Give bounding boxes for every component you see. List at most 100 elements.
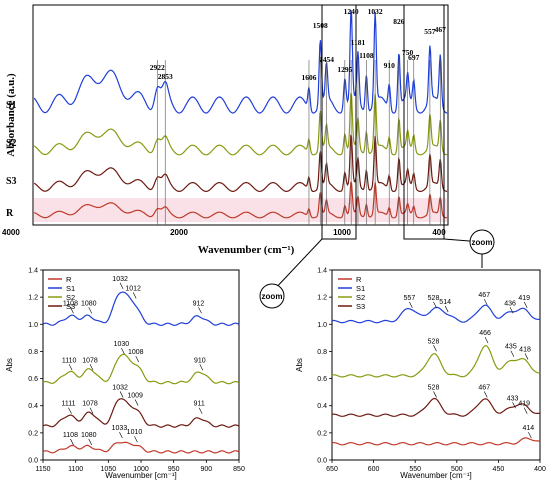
bl-annotation-arrow bbox=[89, 407, 94, 414]
bl-annotation-arrow bbox=[119, 282, 124, 289]
bl-annotation-arrow bbox=[70, 307, 74, 314]
br-annotation-466: 466 bbox=[479, 330, 491, 337]
bl-x-tick-1050: 1050 bbox=[101, 466, 117, 473]
br-annotation-435: 435 bbox=[505, 344, 517, 351]
bl-annotation-1032: 1032 bbox=[112, 384, 128, 391]
bl-series-r bbox=[42, 441, 240, 454]
top-spectra bbox=[33, 10, 448, 219]
br-series-s2 bbox=[331, 345, 541, 378]
br-annotation-528: 528 bbox=[428, 338, 440, 345]
bl-spectra bbox=[42, 291, 240, 454]
br-x-tick-600: 600 bbox=[368, 466, 380, 473]
bl-annotation-arrow bbox=[198, 307, 202, 314]
zoom-badge-left bbox=[259, 283, 285, 309]
bl-annotation-arrow bbox=[135, 356, 140, 363]
br-y-tick-0.0: 0.0 bbox=[317, 458, 327, 465]
bl-legend-label-s3: S3 bbox=[66, 302, 75, 311]
top-x-tick-400: 400 bbox=[432, 228, 446, 237]
top-x-tick-2000: 2000 bbox=[170, 228, 188, 237]
br-annotation-514: 514 bbox=[439, 299, 451, 306]
br-y-tick-1.0: 1.0 bbox=[317, 322, 327, 329]
zoom-badge-right-label: zoom bbox=[472, 238, 493, 247]
bl-y-tick-0.0: 0.0 bbox=[28, 458, 38, 465]
peak-label-1240: 1240 bbox=[344, 7, 359, 16]
bl-x-tick-850: 850 bbox=[233, 466, 245, 473]
bl-annotation-1009: 1009 bbox=[127, 393, 143, 400]
peak-label-826: 826 bbox=[393, 17, 405, 26]
bl-y-axis-label: Abs bbox=[5, 358, 14, 372]
br-x-tick-500: 500 bbox=[451, 466, 463, 473]
br-annotation-419: 419 bbox=[518, 401, 530, 408]
top-x-tick-4000: 4000 bbox=[2, 228, 20, 237]
top-plot-frame bbox=[32, 4, 449, 226]
bl-annotation-910: 910 bbox=[194, 357, 206, 364]
top-baseline-shade bbox=[34, 198, 447, 222]
bl-annotation-arrow bbox=[88, 438, 93, 446]
bl-annotation-1080: 1080 bbox=[81, 300, 97, 307]
bl-annotation-911: 911 bbox=[194, 401, 205, 408]
bl-y-ticks: 0.0 0.2 0.4 0.6 0.8 1.0 1.2 1.4 bbox=[28, 268, 43, 465]
br-y-tick-0.4: 0.4 bbox=[317, 403, 327, 410]
top-series-s3 bbox=[33, 134, 448, 193]
bl-annotation-1078: 1078 bbox=[82, 357, 98, 364]
bl-annotation-arrow bbox=[199, 364, 204, 371]
br-annotation-arrow bbox=[444, 305, 449, 313]
top-series-s1 bbox=[33, 10, 448, 114]
bl-annotation-1033: 1033 bbox=[112, 425, 128, 432]
br-annotation-467: 467 bbox=[478, 292, 490, 299]
br-legend-label-s1: S1 bbox=[356, 284, 365, 293]
br-annotation-467: 467 bbox=[478, 384, 490, 391]
bl-annotation-arrow bbox=[70, 438, 74, 446]
bl-x-ticks: 1150 1100 1050 1000 950 900 850 bbox=[35, 460, 245, 473]
br-y-tick-0.8: 0.8 bbox=[317, 349, 327, 356]
br-x-axis-label: Wavenumber [cm⁻¹] bbox=[400, 471, 472, 480]
series-label-s2: S2 bbox=[6, 138, 17, 149]
peak-label-557: 557 bbox=[424, 27, 436, 36]
br-annotation-arrow bbox=[509, 307, 514, 314]
br-annotation-arrow bbox=[433, 345, 437, 352]
br-y-tick-0.2: 0.2 bbox=[317, 430, 327, 437]
bl-annotation-arrow bbox=[119, 391, 124, 398]
br-annotation-528: 528 bbox=[428, 295, 440, 302]
bl-y-tick-0.2: 0.2 bbox=[28, 430, 38, 437]
series-label-r: R bbox=[6, 208, 14, 219]
bl-annotation-arrow bbox=[121, 347, 125, 355]
br-annotation-arrow bbox=[433, 301, 437, 308]
br-annotation-528: 528 bbox=[428, 384, 440, 391]
bl-annotation-1032: 1032 bbox=[112, 276, 128, 283]
br-x-ticks: 650 600 550 500 450 400 bbox=[326, 460, 546, 473]
bl-annotation-arrow bbox=[119, 432, 123, 439]
br-series-s3 bbox=[331, 397, 541, 417]
bl-y-tick-1.2: 1.2 bbox=[28, 295, 38, 302]
bl-y-tick-0.4: 0.4 bbox=[28, 403, 38, 410]
bl-x-tick-1000: 1000 bbox=[133, 466, 149, 473]
br-y-tick-1.2: 1.2 bbox=[317, 295, 327, 302]
bl-legend-label-s1: S1 bbox=[66, 284, 75, 293]
bl-annotation-arrow bbox=[88, 307, 93, 314]
br-annotation-436: 436 bbox=[504, 300, 516, 307]
peak-label-1454: 1454 bbox=[319, 55, 334, 64]
br-annotation-arrow bbox=[528, 432, 532, 439]
peak-label-1032: 1032 bbox=[368, 7, 383, 16]
br-annotation-arrow bbox=[524, 353, 529, 360]
bl-annotation-1012: 1012 bbox=[125, 285, 141, 292]
br-series-r bbox=[331, 437, 541, 446]
bl-y-tick-0.8: 0.8 bbox=[28, 349, 38, 356]
peak-label-1181: 1181 bbox=[351, 38, 366, 47]
bl-annotation-1080: 1080 bbox=[81, 432, 97, 439]
top-x-tick-1000: 1000 bbox=[333, 228, 351, 237]
bl-annotation-1110: 1110 bbox=[62, 357, 77, 364]
peak-label-2853: 2853 bbox=[158, 72, 173, 81]
bl-annotation-1108: 1108 bbox=[63, 300, 78, 307]
br-annotation-arrow bbox=[523, 407, 528, 414]
bl-annotation-1010: 1010 bbox=[127, 429, 143, 436]
br-x-tick-450: 450 bbox=[493, 466, 505, 473]
zoom-connector-left bbox=[271, 238, 323, 293]
bl-x-tick-950: 950 bbox=[168, 466, 180, 473]
br-annotation-arrow bbox=[510, 350, 515, 357]
bl-series-s3 bbox=[42, 398, 240, 428]
